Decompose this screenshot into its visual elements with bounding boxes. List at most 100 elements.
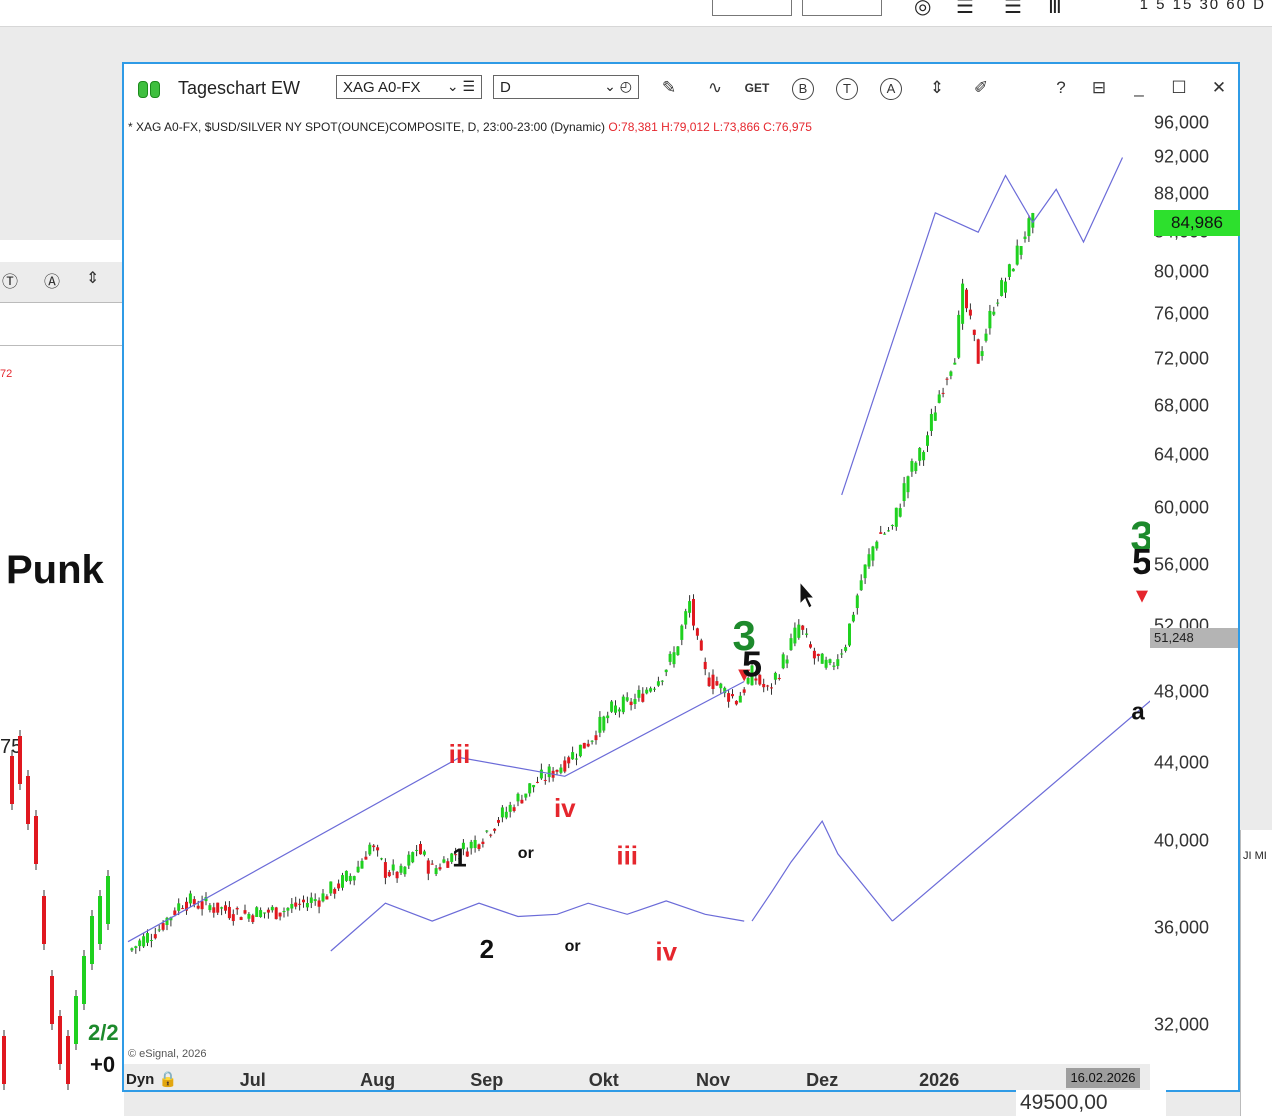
candle-body (192, 899, 196, 905)
wave-label: 5 (1132, 541, 1150, 582)
background-candle-body (106, 876, 110, 924)
candle-body (442, 859, 446, 863)
symbol-input[interactable]: XAG A0-FX ⌄ ☰ (336, 75, 482, 99)
candle-body (407, 854, 411, 866)
candle-body (173, 910, 177, 915)
help-button[interactable]: ? (1056, 78, 1066, 97)
candle-body (879, 532, 883, 534)
background-toolbar: Ⓣ Ⓐ ⇕ (0, 262, 124, 302)
candle-body (239, 917, 243, 920)
lock-icon[interactable]: 🔒 (158, 1071, 178, 1088)
candle-body (965, 289, 968, 309)
candle-body (906, 476, 910, 493)
y-tick-label: 36,000 (1154, 917, 1210, 938)
target-icon[interactable]: ◎ (914, 0, 932, 18)
candle-body (446, 861, 450, 868)
link-icon[interactable] (150, 81, 160, 98)
candle-body (403, 866, 407, 875)
candle-body (734, 700, 738, 705)
candle-body (138, 940, 142, 947)
candle-body (333, 888, 337, 894)
move-icon[interactable]: ⇕ (929, 78, 945, 97)
candle-body (945, 378, 949, 380)
chevron-down-icon[interactable]: ⌄ ◴ (604, 78, 632, 94)
x-axis[interactable]: Dyn 🔒 Jul Aug Sep Okt Nov Dez 2026 16.02.2026 (124, 1064, 1150, 1090)
indicator-icon[interactable]: ∿ (707, 78, 723, 97)
t-icon[interactable]: Ⓣ (2, 274, 19, 291)
candle-body (988, 310, 992, 329)
candle-body (559, 767, 563, 773)
candle-body (645, 689, 649, 694)
candle-body (871, 546, 875, 561)
candle-body (364, 856, 368, 860)
link-icon[interactable] (138, 81, 148, 98)
maximize-icon[interactable]: ☐ (1171, 78, 1187, 97)
candle-body (1027, 218, 1031, 237)
bars-icon[interactable]: Ⅲ (1048, 0, 1062, 18)
candle-body (797, 624, 801, 638)
candle-body (918, 447, 922, 461)
chart-plot[interactable]: iiiiv351oriii2oriv35ab1c24iiiiiiiv3abc4 (124, 114, 1150, 1064)
toolbar-dropdown[interactable] (802, 0, 882, 16)
a-icon[interactable]: A (880, 78, 902, 100)
x-tick-label: Nov (695, 1070, 731, 1090)
candle-body (181, 908, 185, 910)
get-icon[interactable]: GET (744, 81, 770, 95)
candle-body (789, 638, 793, 651)
candle-body (867, 554, 871, 567)
candle-body (337, 883, 341, 889)
candle-body (200, 901, 204, 910)
candle-body (695, 628, 699, 636)
move-icon[interactable]: ⇕ (86, 270, 100, 287)
candle-body (419, 843, 422, 855)
t-icon[interactable]: T (836, 78, 858, 100)
wave-marker (738, 669, 751, 682)
candle-body (298, 903, 302, 905)
b-icon[interactable]: B (792, 78, 814, 100)
a-icon[interactable]: Ⓐ (44, 274, 61, 291)
candle-body (282, 911, 286, 913)
chart-window[interactable]: Tageschart EW XAG A0-FX ⌄ ☰ D ⌄ ◴ ✎ ∿ GE… (122, 62, 1240, 1092)
lines-icon[interactable]: ☰ (1004, 0, 1022, 18)
candle-body (266, 909, 270, 913)
pencil-icon[interactable]: ✎ (661, 78, 677, 97)
candle-body (372, 845, 376, 848)
toolbar-dropdown[interactable] (712, 0, 792, 16)
window-titlebar[interactable]: Tageschart EW XAG A0-FX ⌄ ☰ D ⌄ ◴ ✎ ∿ GE… (124, 64, 1238, 114)
candle-body (972, 329, 976, 335)
symbol-description: * XAG A0-FX, $USD/SILVER NY SPOT(OUNCE)C… (128, 120, 606, 134)
y-tick-label: 92,000 (1154, 146, 1210, 167)
x-tick-label: 2026 (919, 1070, 960, 1090)
close-icon[interactable]: ✕ (1211, 78, 1227, 97)
interval-buttons[interactable]: 1 5 15 30 60 D (1139, 0, 1266, 13)
candle-body (539, 769, 543, 779)
dock-icon[interactable]: ⊟ (1091, 78, 1107, 97)
lines-icon[interactable]: ☰ (956, 0, 974, 18)
background-candles (2, 730, 110, 1090)
y-axis[interactable]: 32,000 36,000 40,000 44,000 48,000 52,000 56,0… (1150, 112, 1238, 1090)
candle-body (824, 659, 828, 668)
candle-body (473, 839, 477, 848)
candle-body (984, 333, 988, 341)
wave-line (127, 680, 745, 943)
candle-body (855, 595, 859, 609)
interval-input[interactable]: D ⌄ ◴ (493, 75, 639, 99)
minimize-icon[interactable]: _ (1134, 78, 1144, 97)
wave-label: or (518, 845, 534, 862)
background-candle-body (34, 816, 38, 864)
candle-body (532, 785, 536, 788)
candle-body (438, 867, 442, 870)
dyn-label[interactable]: Dyn 🔒 (126, 1070, 177, 1088)
candle-body (812, 650, 816, 659)
candle-body (500, 807, 504, 818)
background-candle-body (50, 976, 54, 1024)
candle-body (641, 693, 645, 702)
edit-icon[interactable]: ✐ (973, 78, 989, 97)
candle-body (263, 912, 266, 914)
candle-body (746, 677, 750, 684)
app-toolbar: ◎ ☰ ☰ Ⅲ 1 5 15 30 60 D (0, 0, 1272, 27)
chevron-down-icon[interactable]: ⌄ ☰ (446, 78, 475, 94)
candle-body (629, 701, 633, 706)
dyn-text: Dyn (126, 1071, 155, 1088)
candle-body (575, 758, 578, 760)
